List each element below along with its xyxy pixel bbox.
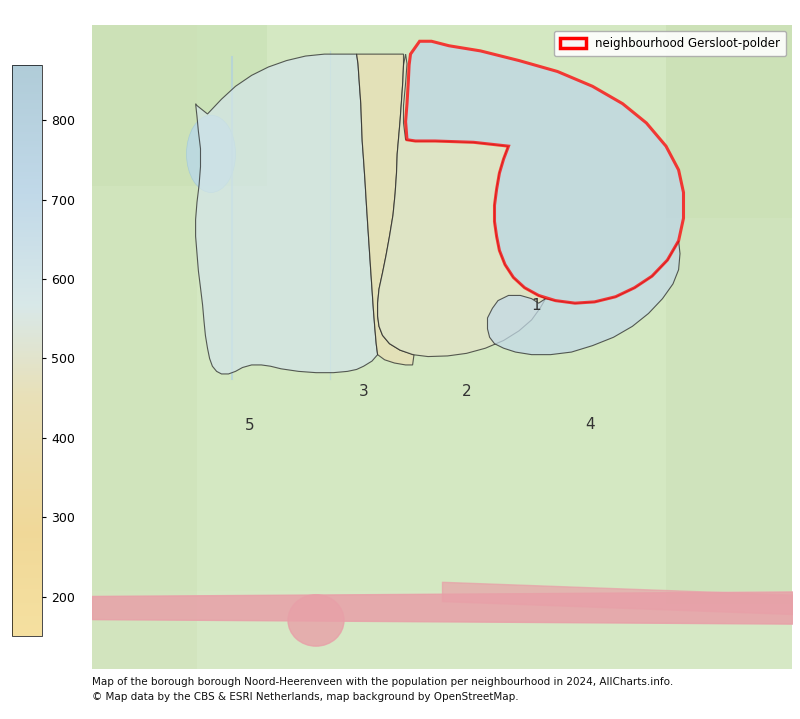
Bar — [666, 25, 792, 219]
Text: © Map data by the CBS & ESRI Netherlands, map background by OpenStreetMap.: © Map data by the CBS & ESRI Netherlands… — [92, 692, 518, 702]
Text: 4: 4 — [586, 416, 595, 431]
Text: 2: 2 — [462, 385, 471, 400]
Polygon shape — [357, 54, 414, 365]
Polygon shape — [378, 54, 546, 357]
Text: 1: 1 — [532, 298, 542, 313]
Bar — [666, 219, 792, 604]
Bar — [92, 25, 267, 186]
Text: Map of the borough borough Noord-Heerenveen with the population per neighbourhoo: Map of the borough borough Noord-Heerenv… — [92, 677, 674, 687]
Ellipse shape — [186, 115, 235, 193]
Polygon shape — [406, 41, 683, 303]
Circle shape — [288, 595, 344, 646]
Text: 5: 5 — [245, 418, 254, 433]
Legend: neighbourhood Gersloot-polder: neighbourhood Gersloot-polder — [554, 31, 786, 56]
Polygon shape — [195, 54, 378, 374]
Text: 3: 3 — [358, 385, 369, 400]
Bar — [92, 25, 197, 669]
Polygon shape — [487, 241, 680, 354]
Bar — [92, 592, 792, 669]
